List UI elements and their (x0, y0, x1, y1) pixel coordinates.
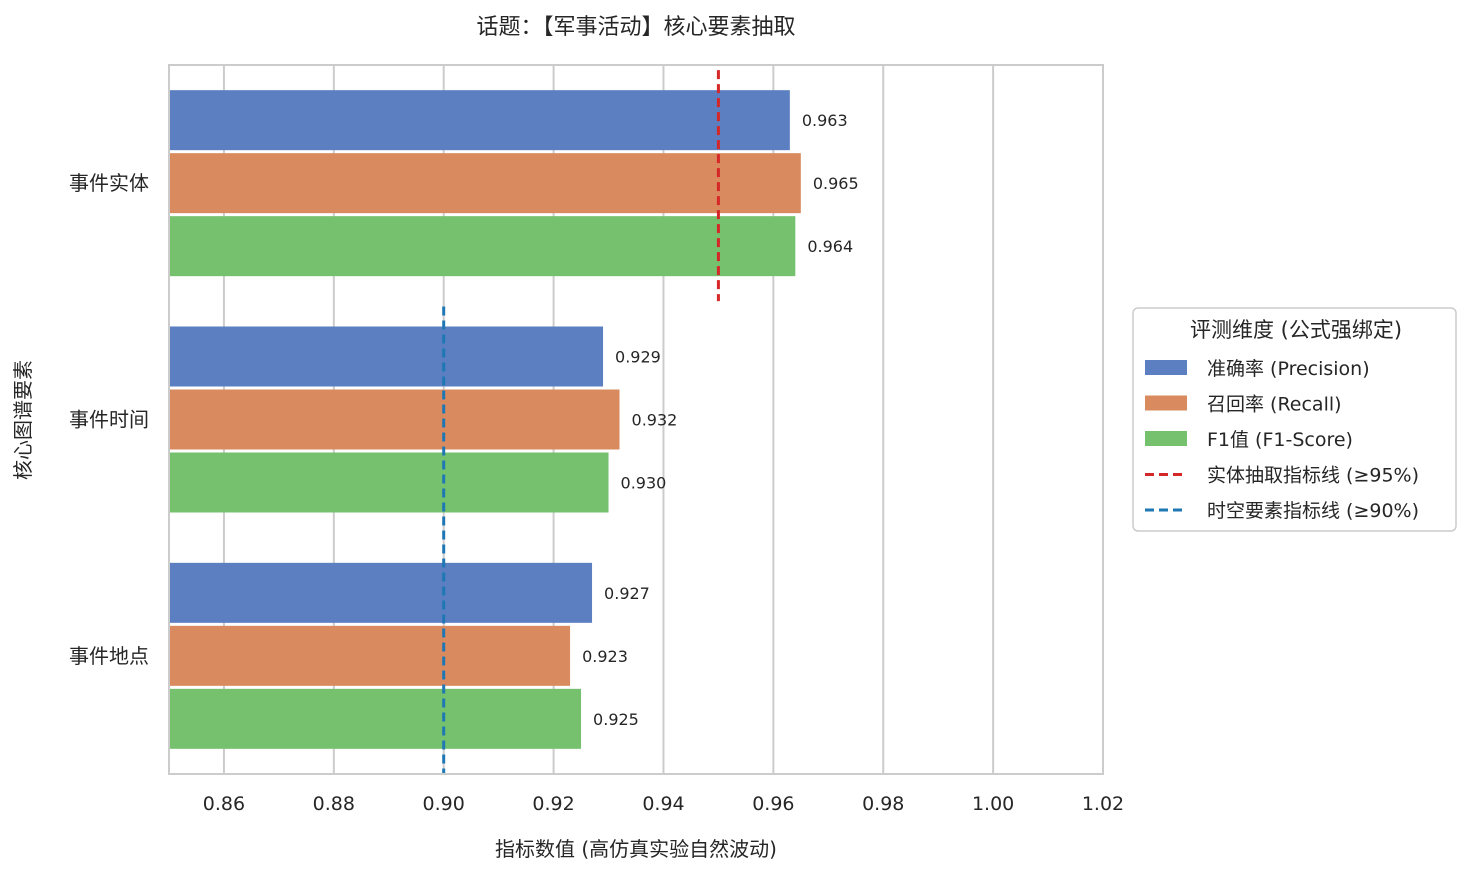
legend-items: 准确率 (Precision) 召回率 (Recall) F1值 (F1-Score… (1145, 358, 1419, 522)
x-axis-ticks: 0.86 0.88 0.90 0.92 0.94 0.96 0.98 1.00 1.02 (203, 793, 1124, 815)
reference-lines (442, 70, 720, 774)
bar (169, 562, 593, 623)
x-tick-label: 0.92 (532, 793, 574, 815)
legend-label: 召回率 (Recall) (1207, 394, 1342, 416)
legend-label: 时空要素指标线 (≥90%) (1207, 500, 1419, 522)
bar (169, 216, 796, 277)
chart-title: 话题：【军事活动】核心要素抽取 (476, 15, 795, 40)
bar (169, 452, 609, 513)
value-label: 0.929 (615, 348, 661, 367)
legend-box (1132, 307, 1457, 532)
value-label: 0.923 (582, 647, 628, 666)
x-tick-label: 1.02 (1082, 793, 1124, 815)
value-label: 0.963 (802, 111, 848, 130)
bar (169, 688, 582, 749)
bars (169, 90, 801, 749)
x-tick-label: 0.90 (423, 793, 465, 815)
y-category-label: 事件实体 (69, 171, 149, 195)
x-tick-label: 0.86 (203, 793, 245, 815)
legend-swatch (1145, 431, 1187, 446)
x-tick-label: 0.96 (752, 793, 794, 815)
y-category-label: 事件时间 (69, 408, 149, 432)
value-label: 0.965 (813, 174, 859, 193)
value-labels: 0.963 0.965 0.964 0.929 0.932 0.930 0.927 0.923… (582, 111, 859, 729)
value-label: 0.927 (604, 584, 650, 603)
legend-swatch (1145, 395, 1187, 411)
plot-frame (168, 64, 1104, 775)
legend-label: 实体抽取指标线 (≥95%) (1207, 465, 1419, 487)
legend-title: 评测维度 (公式强绑定) (1190, 318, 1402, 342)
value-label: 0.930 (621, 474, 667, 493)
value-label: 0.925 (593, 710, 639, 729)
legend: 评测维度 (公式强绑定) 准确率 (Precision) 召回率 (Recall)… (1132, 307, 1457, 532)
legend-label: F1值 (F1-Score) (1207, 429, 1353, 451)
x-tick-label: 0.94 (642, 793, 684, 815)
bar (169, 625, 571, 686)
x-tick-label: 0.98 (862, 793, 904, 815)
bar (169, 389, 620, 450)
bar (169, 153, 801, 214)
value-label: 0.964 (807, 237, 853, 256)
legend-swatch (1145, 360, 1187, 375)
x-axis-title: 指标数值 (高仿真实验自然波动) (495, 837, 777, 861)
bar (169, 326, 604, 387)
bar (169, 90, 790, 151)
legend-label: 准确率 (Precision) (1207, 358, 1370, 380)
value-label: 0.932 (632, 411, 678, 430)
x-tick-label: 0.88 (313, 793, 355, 815)
y-axis-title: 核心图谱要素 (11, 360, 35, 480)
y-category-label: 事件地点 (69, 644, 149, 668)
x-tick-label: 1.00 (972, 793, 1014, 815)
